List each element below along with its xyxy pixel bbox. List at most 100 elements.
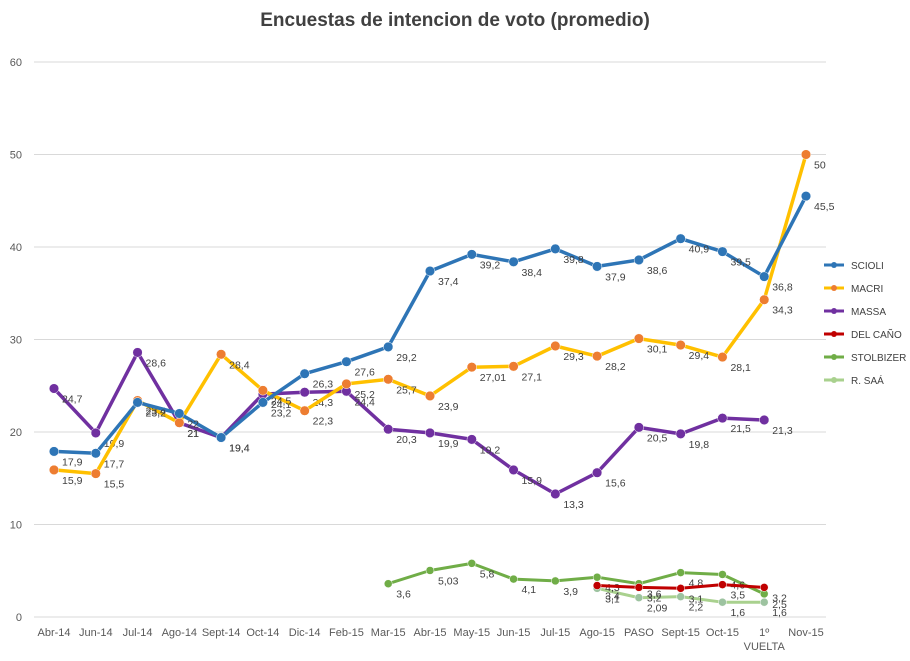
data-label: 3,1: [689, 593, 704, 605]
legend-marker: [831, 285, 837, 291]
legend-label: DEL CAÑO: [851, 328, 902, 341]
data-label: 5,8: [480, 568, 495, 580]
data-label: 3,1: [605, 593, 620, 605]
data-label: 24,5: [271, 395, 292, 407]
legend-label: MASSA: [851, 307, 886, 318]
data-label: 25,7: [396, 384, 417, 396]
data-label: 20,3: [396, 434, 417, 446]
data-point: [299, 387, 310, 398]
data-label: 27,1: [522, 371, 543, 383]
x-tick-label: Sept-14: [202, 627, 241, 639]
data-label: 19,9: [438, 438, 459, 450]
data-label: 20,5: [647, 432, 668, 444]
data-point: [466, 434, 477, 445]
series-line: [386, 561, 766, 596]
data-label: 22,3: [313, 416, 334, 428]
data-label: 2,09: [647, 603, 668, 615]
data-point: [675, 233, 686, 244]
data-label: 15,5: [104, 479, 125, 491]
data-point: [467, 559, 477, 568]
data-point: [216, 349, 227, 360]
data-point: [759, 271, 770, 282]
data-label: 25,2: [354, 389, 375, 401]
data-label: 29,2: [396, 352, 417, 364]
data-point: [299, 405, 310, 416]
data-point: [551, 576, 560, 586]
data-point: [257, 385, 268, 396]
data-label: 39,8: [563, 254, 584, 266]
data-label: 28,4: [229, 359, 250, 371]
data-point: [383, 341, 394, 352]
data-label: 29,4: [689, 350, 710, 362]
data-label: 15,6: [605, 478, 626, 490]
data-point: [759, 597, 769, 607]
data-point: [90, 427, 101, 438]
y-tick-label: 50: [10, 150, 22, 162]
data-label: 1,6: [772, 607, 787, 619]
data-point: [90, 468, 101, 479]
series-layer: 3,12,09 2,2 1,6 1,63,65,035,84,1 3,9 4,33,64,…: [48, 149, 835, 619]
legend-label: MACRI: [851, 284, 883, 295]
data-label: 5,03: [438, 575, 459, 587]
series-r-sa-: 3,1 2,09 2,2 1,6 1,6: [592, 584, 787, 619]
grid-layer: [34, 61, 826, 618]
data-label: 27,6: [354, 367, 375, 379]
data-point: [299, 368, 310, 379]
legend-item: R. SAÁ: [824, 374, 884, 387]
data-point: [424, 266, 436, 277]
x-tick-label: Jun-14: [79, 627, 113, 639]
x-tick-label: Jul-14: [123, 627, 153, 639]
data-label: 3,2: [647, 592, 662, 604]
data-label: 23,9: [438, 401, 459, 413]
data-label: 30,1: [647, 344, 668, 356]
data-point: [592, 572, 602, 582]
data-label: 4,1: [522, 584, 537, 596]
x-tick-label: Jun-15: [497, 627, 531, 639]
y-tick-label: 0: [16, 612, 22, 624]
data-point: [383, 579, 393, 588]
data-point: [132, 397, 143, 408]
data-point: [466, 249, 477, 260]
x-tick-label: Mar-15: [371, 627, 406, 639]
data-label: 3,9: [563, 586, 578, 598]
x-tick-label: 1º VUELTA: [744, 627, 786, 653]
data-label: 19,2: [480, 444, 501, 456]
data-point: [90, 448, 101, 459]
data-point: [132, 347, 143, 358]
data-point: [174, 408, 185, 419]
chart-title: Encuestas de intencion de voto (promedio…: [260, 10, 650, 31]
data-point: [675, 340, 686, 351]
legend-item: MACRI: [824, 284, 883, 295]
data-point: [508, 464, 519, 475]
legend-marker: [831, 308, 837, 314]
y-tick-label: 30: [10, 335, 22, 347]
x-tick-label: Jul-15: [540, 627, 570, 639]
data-label: 50: [814, 160, 826, 172]
data-point: [383, 424, 394, 435]
data-point: [717, 246, 728, 257]
data-point: [341, 356, 352, 367]
data-point: [633, 254, 644, 266]
data-point: [676, 568, 685, 577]
data-label: 28,2: [605, 361, 626, 373]
y-tick-label: 40: [10, 242, 22, 254]
data-point: [718, 570, 727, 579]
x-tick-label: Nov-15: [788, 627, 823, 639]
data-label: 13,3: [563, 499, 584, 511]
data-label: 17,9: [62, 456, 83, 468]
data-point: [675, 428, 686, 439]
data-point: [466, 362, 477, 373]
x-tick-label: PASO: [624, 627, 654, 639]
data-point: [800, 191, 812, 202]
data-label: 15,9: [522, 475, 543, 487]
data-point: [759, 583, 769, 592]
data-point: [633, 422, 644, 433]
legend-item: DEL CAÑO: [824, 328, 902, 341]
data-label: 38,6: [647, 265, 668, 277]
data-point: [676, 592, 685, 601]
data-label: 17,7: [104, 458, 125, 470]
x-tick-label: Dic-14: [289, 627, 321, 639]
data-label: 21: [187, 428, 199, 440]
